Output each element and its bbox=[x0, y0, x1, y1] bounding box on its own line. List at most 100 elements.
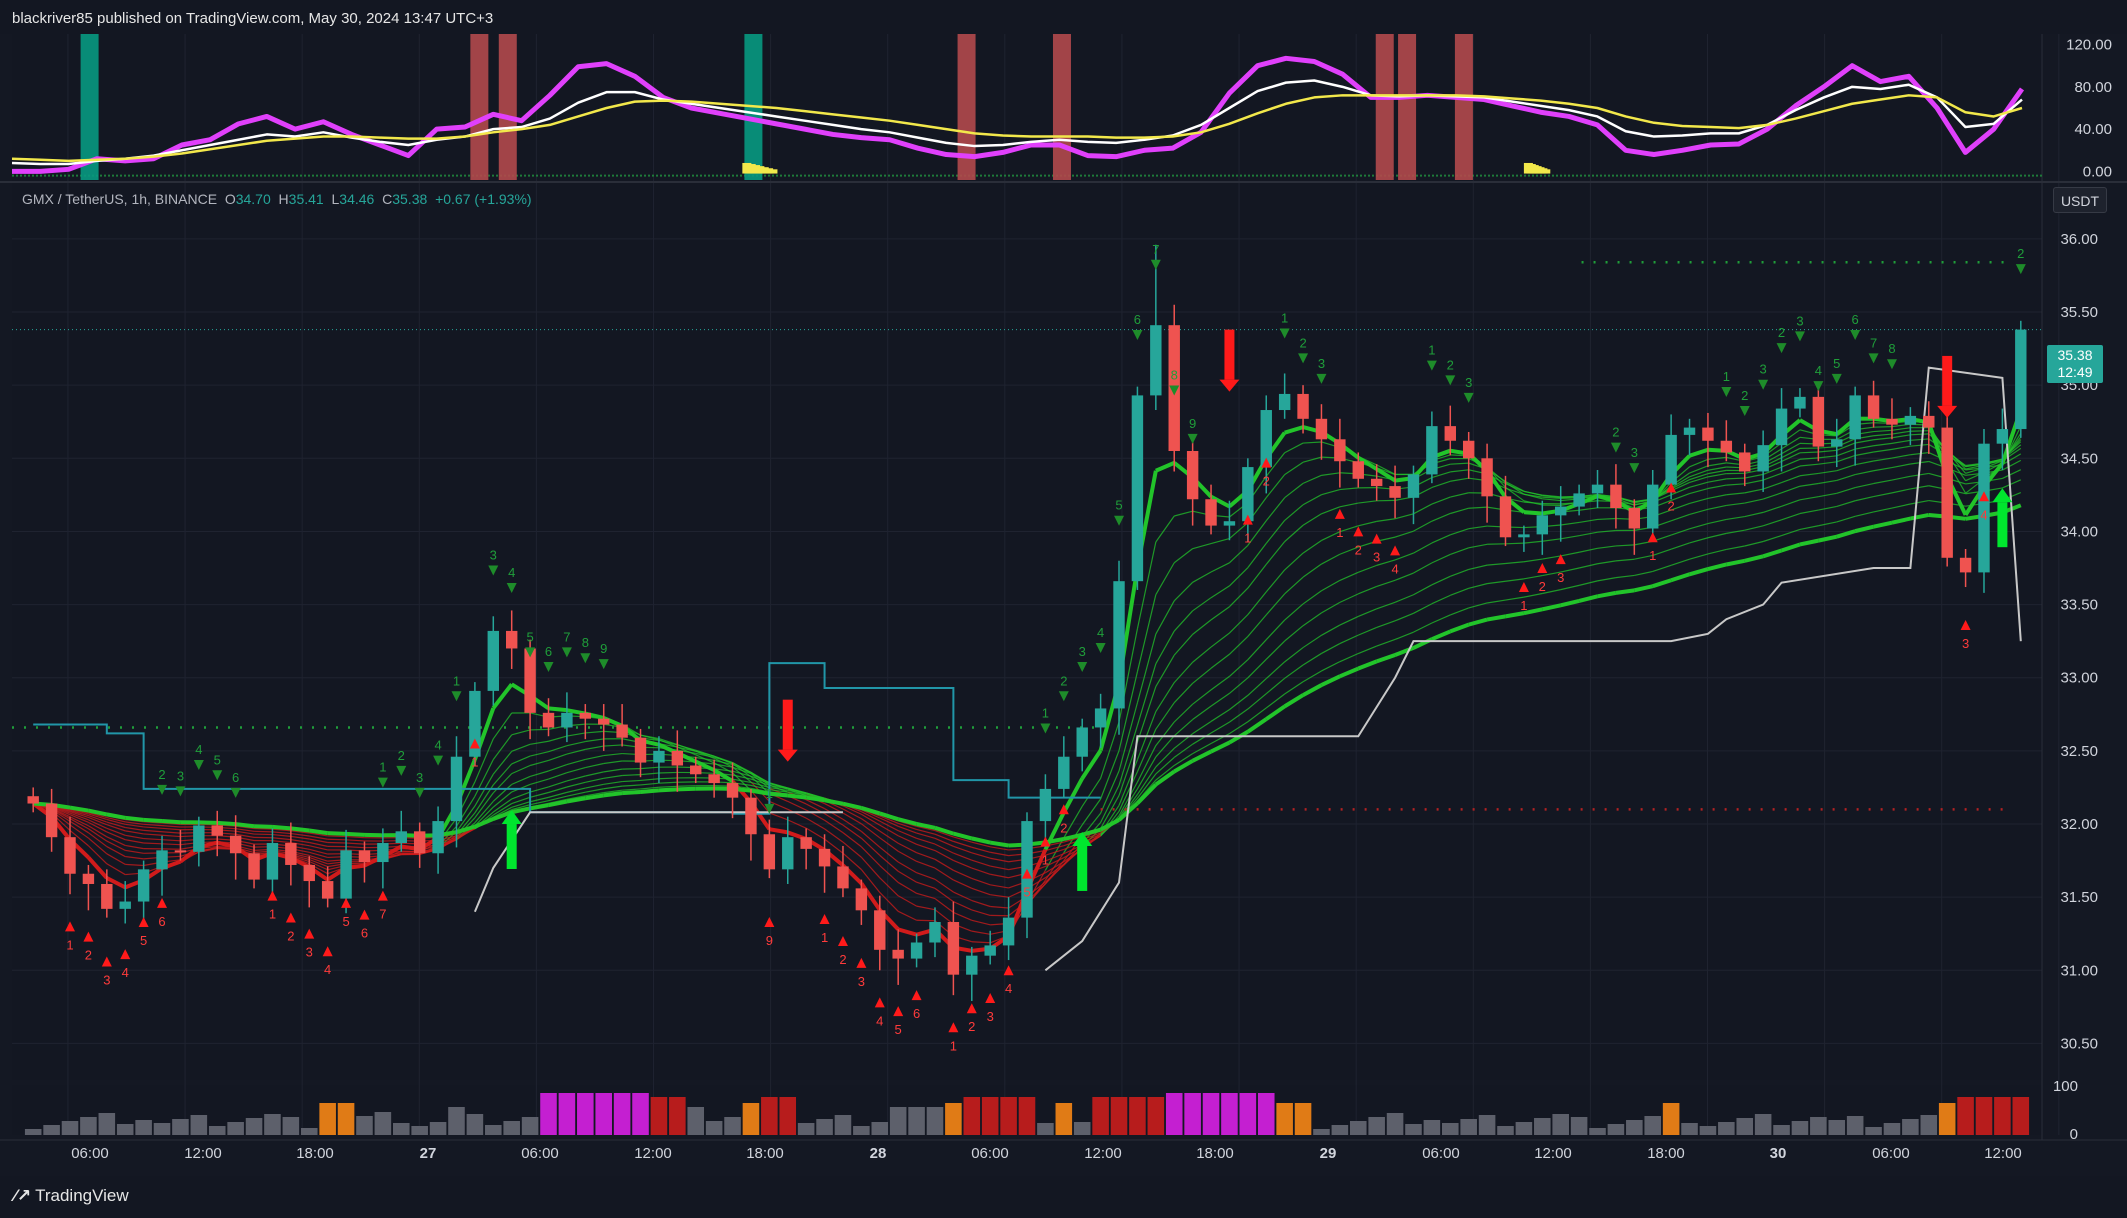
ribbon-segment bbox=[1726, 515, 1745, 520]
ribbon-segment bbox=[1394, 513, 1414, 520]
sell-setup-triangle bbox=[377, 777, 388, 788]
ribbon-segment bbox=[548, 799, 568, 808]
sell-signal-arrow-head bbox=[1937, 405, 1958, 418]
volume-bar bbox=[1534, 1118, 1551, 1135]
candle-body bbox=[1150, 325, 1162, 396]
last-price: 35.38 bbox=[2057, 347, 2093, 363]
ribbon-segment bbox=[1358, 585, 1377, 595]
ribbon-segment bbox=[1339, 487, 1359, 491]
ribbon-segment bbox=[492, 763, 513, 786]
ribbon-segment bbox=[1781, 465, 1801, 474]
buy-setup-triangle bbox=[120, 949, 131, 960]
ribbon-segment bbox=[1670, 502, 1690, 511]
ribbon-segment bbox=[161, 827, 181, 831]
ribbon-segment bbox=[455, 795, 476, 827]
ribbon-segment bbox=[254, 827, 273, 830]
volume-bar bbox=[761, 1097, 778, 1135]
ribbon-segment bbox=[1394, 612, 1414, 622]
ribbon-segment bbox=[1413, 603, 1433, 614]
ribbon-segment bbox=[1321, 643, 1341, 654]
ribbon-segment bbox=[511, 806, 531, 815]
ribbon-segment bbox=[860, 856, 881, 879]
volume-bar bbox=[1589, 1128, 1606, 1135]
ribbon-segment bbox=[1155, 735, 1175, 758]
ribbon-segment bbox=[1321, 506, 1341, 515]
ribbon-segment bbox=[1818, 470, 1837, 475]
ribbon-segment bbox=[1229, 694, 1249, 711]
volume-bar bbox=[1957, 1097, 1974, 1135]
ribbon-segment bbox=[566, 791, 586, 797]
sell-setup-triangle bbox=[451, 691, 462, 702]
candle-body bbox=[266, 843, 279, 880]
ribbon-segment bbox=[640, 734, 660, 740]
ribbon-segment bbox=[1376, 467, 1396, 476]
ribbon-segment bbox=[897, 835, 917, 845]
buy-setup-triangle bbox=[65, 921, 76, 932]
ribbon-segment bbox=[1909, 512, 1930, 521]
ribbon-segment bbox=[143, 829, 163, 833]
ribbon-segment bbox=[346, 842, 365, 845]
candle-body bbox=[892, 949, 904, 959]
buy-setup-triangle bbox=[1334, 508, 1345, 519]
ribbon-segment bbox=[603, 760, 623, 765]
ribbon-segment bbox=[658, 743, 678, 748]
buy-setup-count: 2 bbox=[1668, 498, 1675, 513]
candle-body bbox=[1775, 408, 1788, 446]
ribbon-segment bbox=[88, 832, 108, 848]
ribbon-segment bbox=[492, 810, 513, 821]
ribbon-segment bbox=[934, 867, 954, 881]
volume-y-tick: 0 bbox=[2070, 1126, 2078, 1143]
ribbon-segment bbox=[566, 748, 586, 755]
ribbon-segment bbox=[1265, 452, 1286, 477]
ribbon-segment bbox=[1339, 666, 1360, 679]
volume-bar bbox=[485, 1125, 502, 1135]
tradingview-logo[interactable]: ⁄↗ TradingView bbox=[14, 1186, 129, 1206]
buy-setup-count: 1 bbox=[269, 907, 276, 922]
ribbon-segment bbox=[1192, 705, 1212, 721]
ribbon-segment bbox=[198, 823, 218, 826]
ribbon-segment bbox=[566, 732, 586, 737]
symbol-legend[interactable]: GMX / TetherUS, 1h, BINANCE O34.70 H35.4… bbox=[22, 191, 532, 207]
ribbon-segment bbox=[1192, 619, 1212, 635]
ribbon-segment bbox=[622, 774, 641, 777]
ribbon-segment bbox=[971, 877, 991, 886]
time-x-tick: 12:00 bbox=[184, 1145, 222, 1162]
buy-setup-triangle bbox=[359, 909, 370, 920]
price-y-tick: 34.00 bbox=[2060, 523, 2098, 540]
ribbon-segment bbox=[1670, 476, 1690, 489]
ribbon-segment bbox=[916, 828, 936, 835]
ribbon-segment bbox=[309, 860, 328, 871]
ribbon-segment bbox=[860, 805, 881, 816]
volume-bar bbox=[2012, 1097, 2030, 1135]
ribbon-segment bbox=[1265, 661, 1286, 680]
sell-setup-triangle bbox=[1316, 373, 1327, 384]
ribbon-segment bbox=[235, 828, 255, 832]
ribbon-segment bbox=[916, 832, 936, 839]
sell-setup-triangle bbox=[2015, 264, 2026, 275]
ribbon-segment bbox=[990, 873, 1009, 879]
ribbon-segment bbox=[971, 930, 991, 935]
low-label: L bbox=[331, 191, 340, 207]
volume-bar bbox=[245, 1118, 263, 1135]
ribbon-segment bbox=[1873, 492, 1893, 498]
ribbon-segment bbox=[971, 899, 991, 908]
ribbon-segment bbox=[1339, 571, 1359, 581]
ribbon-segment bbox=[1505, 578, 1524, 582]
ribbon-segment bbox=[106, 824, 126, 832]
trail-line bbox=[473, 811, 843, 913]
ribbon-segment bbox=[1358, 455, 1377, 466]
ribbon-segment bbox=[1799, 463, 1819, 467]
ribbon-segment bbox=[1523, 574, 1543, 580]
ribbon-segment bbox=[1155, 600, 1175, 635]
candle-body bbox=[174, 850, 187, 853]
currency-button[interactable]: USDT bbox=[2053, 187, 2107, 213]
ribbon-segment bbox=[235, 822, 255, 829]
ribbon-segment bbox=[529, 778, 549, 786]
oscillator-background bbox=[12, 34, 2042, 182]
ribbon-segment bbox=[566, 766, 586, 774]
ribbon-segment bbox=[1891, 430, 1911, 435]
ribbon-segment bbox=[897, 910, 917, 921]
volume-bar bbox=[1331, 1125, 1349, 1135]
ribbon-segment bbox=[346, 839, 365, 842]
